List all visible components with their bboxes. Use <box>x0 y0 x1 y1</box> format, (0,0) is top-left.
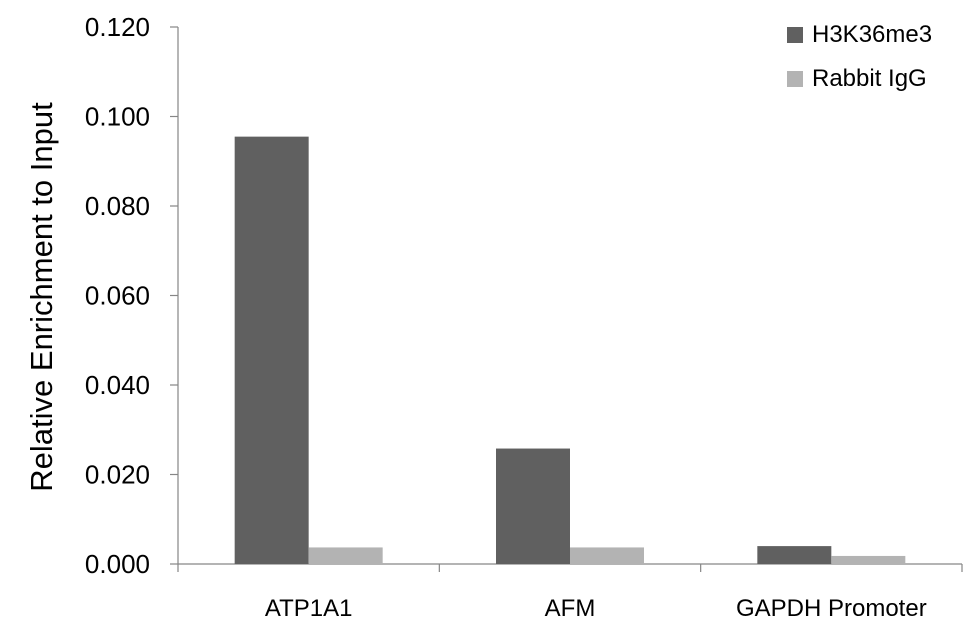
legend-swatch <box>787 71 803 87</box>
y-tick-label: 0.120 <box>85 12 150 42</box>
legend-label: H3K36me3 <box>812 21 932 48</box>
y-axis-title: Relative Enrichment to Input <box>24 102 59 492</box>
y-tick-label: 0.060 <box>85 281 150 311</box>
bars <box>234 136 906 564</box>
x-tick-label: GAPDH Promoter <box>736 595 927 622</box>
y-tick-label: 0.100 <box>85 102 150 132</box>
y-axis-ticks: 0.000 0.020 0.040 0.060 0.080 0.100 0.120 <box>85 12 178 579</box>
bar-afm-rabbit-igg <box>570 547 644 564</box>
bar-gapdh-promoter-rabbit-igg <box>831 555 906 564</box>
legend-label: Rabbit IgG <box>812 65 927 92</box>
x-tick-label: AFM <box>545 595 596 622</box>
legend: H3K36me3 Rabbit IgG <box>787 21 932 92</box>
y-tick-label: 0.080 <box>85 191 150 221</box>
bar-atp1a1-rabbit-igg <box>308 547 383 564</box>
y-tick-label: 0.000 <box>85 549 150 579</box>
y-tick-label: 0.020 <box>85 460 150 490</box>
y-tick-label: 0.040 <box>85 370 150 400</box>
x-tick-label: ATP1A1 <box>265 595 353 622</box>
bar-atp1a1-h3k36me3 <box>234 136 309 564</box>
bar-gapdh-promoter-h3k36me3 <box>757 546 832 564</box>
legend-swatch <box>787 27 803 43</box>
x-axis-labels: ATP1A1 AFM GAPDH Promoter <box>265 595 927 622</box>
bar-afm-h3k36me3 <box>496 448 570 564</box>
